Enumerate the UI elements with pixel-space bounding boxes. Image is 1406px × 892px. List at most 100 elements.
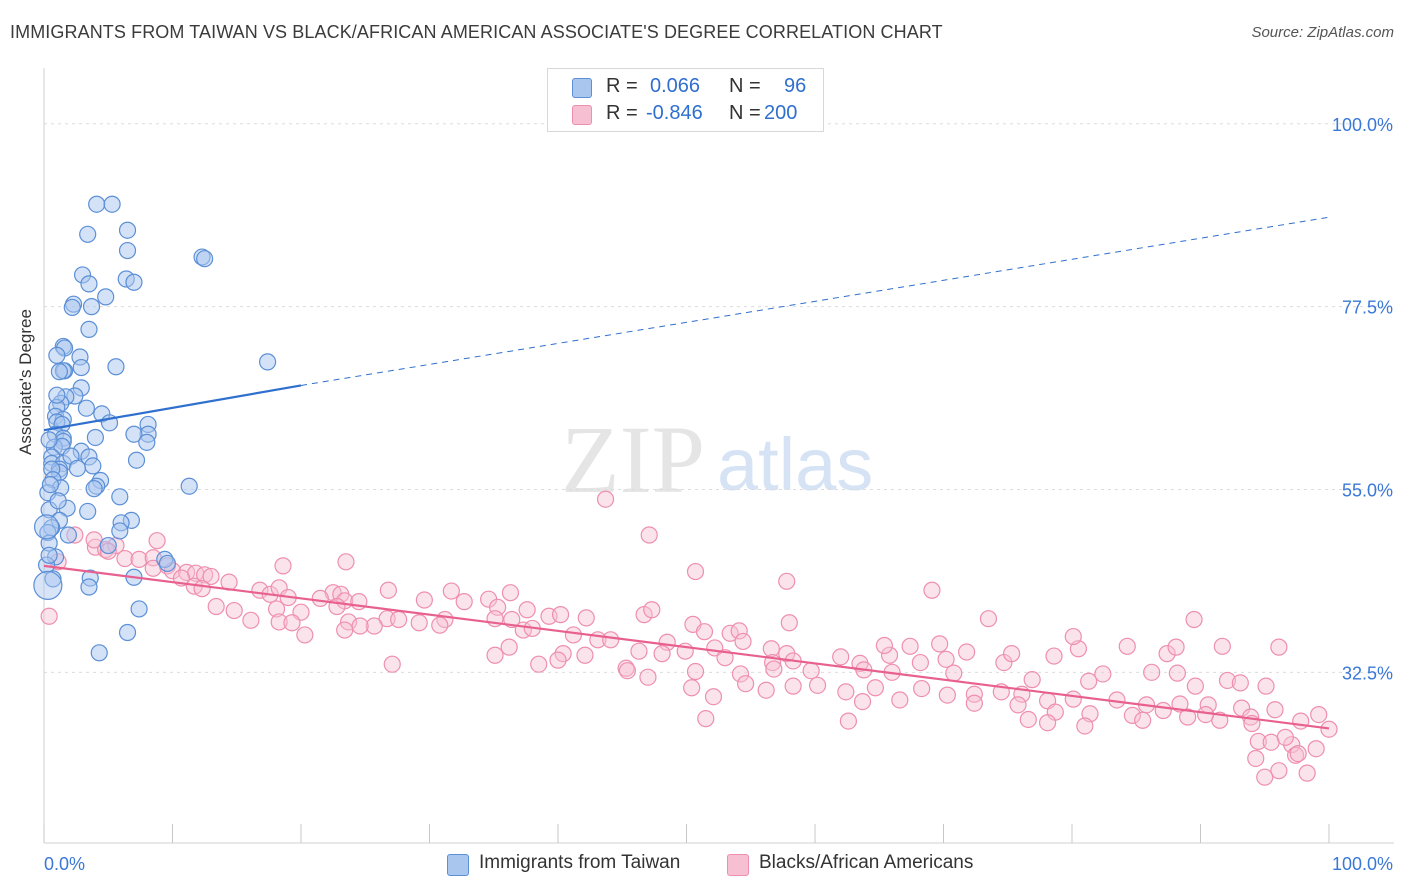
- black-point: [365, 617, 383, 635]
- taiwan-point: [130, 600, 148, 618]
- taiwan-point: [50, 363, 69, 381]
- taiwan-point: [90, 644, 108, 662]
- taiwan-point: [107, 358, 125, 376]
- black-point: [577, 609, 595, 627]
- black-point: [193, 580, 211, 598]
- y-tick-label: 100.0%: [1332, 115, 1393, 135]
- black-point: [1256, 768, 1274, 786]
- black-point: [283, 614, 301, 632]
- taiwan-point: [111, 522, 129, 540]
- stats-legend: R = 0.066 N = 96 R = -0.846 N = 200: [547, 68, 824, 132]
- taiwan-point: [77, 399, 96, 417]
- black-point: [1154, 701, 1172, 720]
- black-point: [1080, 672, 1098, 690]
- black-point: [979, 610, 998, 628]
- black-point: [1003, 645, 1021, 663]
- black-point: [639, 668, 657, 686]
- taiwan-legend-swatch: [447, 854, 469, 876]
- black-point: [1064, 690, 1082, 708]
- black-point: [1307, 740, 1325, 758]
- black-point: [731, 665, 750, 683]
- black-point: [716, 649, 734, 667]
- black-point: [116, 549, 134, 568]
- black-point: [1023, 671, 1041, 689]
- black-point: [431, 616, 449, 634]
- taiwan-point: [118, 623, 137, 642]
- black-point: [901, 637, 919, 655]
- black-point: [410, 614, 428, 632]
- black-point: [730, 622, 748, 640]
- taiwan-point: [33, 570, 63, 600]
- taiwan-point: [40, 546, 58, 564]
- black-point: [832, 648, 850, 666]
- black-point: [196, 566, 214, 584]
- taiwan-trend-line: [43, 384, 302, 432]
- black-point: [596, 490, 615, 508]
- taiwan-point: [48, 386, 66, 404]
- taiwan-trend-extension: [300, 216, 1330, 386]
- black-point: [765, 660, 783, 678]
- black-point: [695, 623, 714, 641]
- black-point: [1231, 674, 1249, 692]
- black-point: [866, 679, 884, 697]
- black-point: [784, 677, 802, 695]
- black-point: [500, 638, 518, 656]
- black-point: [1218, 671, 1237, 690]
- black-point: [938, 686, 956, 704]
- black-point: [501, 584, 520, 602]
- taiwan-point: [59, 526, 78, 544]
- taiwan-point: [196, 250, 214, 268]
- taiwan-point: [80, 578, 98, 596]
- black-point: [1211, 711, 1229, 729]
- taiwan-point: [85, 480, 103, 498]
- taiwan-swatch: [572, 78, 592, 98]
- black-point: [518, 601, 536, 619]
- black-point: [1179, 708, 1197, 726]
- black-point: [880, 646, 899, 664]
- watermark-zip: ZIP: [561, 406, 705, 513]
- black-point: [630, 642, 648, 660]
- black-point: [351, 617, 369, 635]
- black-point: [1276, 728, 1294, 746]
- black-point: [1185, 610, 1203, 629]
- taiwan-point: [49, 492, 67, 510]
- black-point: [1292, 712, 1310, 730]
- taiwan-point: [118, 221, 137, 239]
- legend-r-value: 0.066: [650, 75, 701, 97]
- black-point: [130, 550, 148, 568]
- black-point: [923, 581, 941, 599]
- black-point: [1038, 714, 1057, 732]
- black-point: [1009, 696, 1027, 714]
- y-tick-label: 77.5%: [1342, 298, 1393, 318]
- black-point: [383, 655, 401, 673]
- black-point: [1186, 677, 1204, 695]
- black-point: [1289, 745, 1307, 763]
- black-point: [551, 606, 570, 624]
- taiwan-series-points: [33, 195, 277, 662]
- black-point: [931, 635, 949, 653]
- taiwan-point: [125, 273, 143, 291]
- x-tick-label-max: 100.0%: [1332, 854, 1393, 874]
- bottom-legend-black-label: Blacks/African Americans: [759, 852, 974, 873]
- legend-n-label: N =: [729, 102, 761, 124]
- y-axis-label: Associate's Degree: [16, 309, 35, 455]
- chart-title: IMMIGRANTS FROM TAIWAN VS BLACK/AFRICAN …: [10, 22, 943, 42]
- legend-r-label: R =: [606, 75, 638, 97]
- black-point: [328, 597, 346, 616]
- taiwan-point: [103, 195, 121, 213]
- black-point: [1094, 665, 1112, 683]
- black-point: [415, 591, 433, 609]
- black-point: [757, 681, 775, 699]
- black-point: [1045, 647, 1063, 665]
- taiwan-point: [79, 502, 97, 521]
- taiwan-point: [80, 320, 98, 338]
- black-point: [1298, 764, 1316, 782]
- black-point: [1168, 664, 1186, 682]
- black-point: [1310, 705, 1328, 724]
- taiwan-point: [127, 451, 146, 469]
- source-label: Source: ZipAtlas.com: [1251, 24, 1394, 41]
- black-point: [148, 532, 166, 550]
- black-point: [1270, 638, 1288, 656]
- black-point: [1233, 699, 1251, 717]
- black-point: [564, 626, 583, 644]
